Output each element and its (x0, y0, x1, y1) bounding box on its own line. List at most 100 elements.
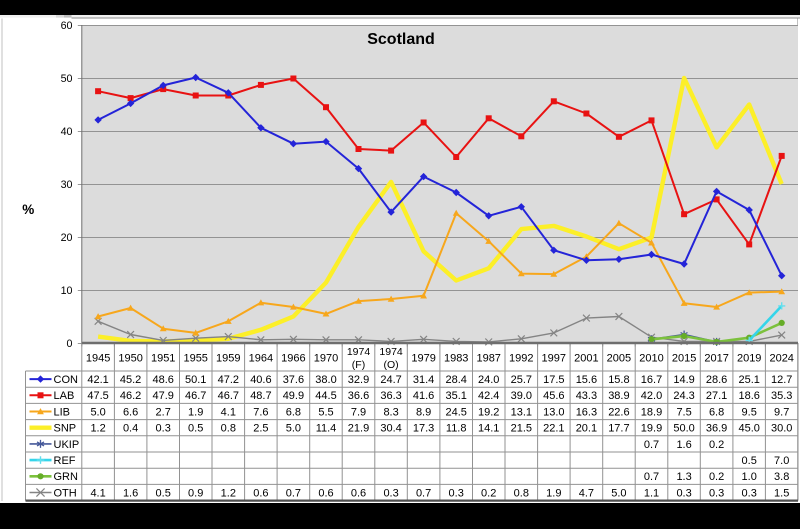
svg-text:1.6: 1.6 (676, 439, 691, 451)
svg-text:19.9: 19.9 (641, 423, 662, 435)
svg-text:2001: 2001 (574, 352, 598, 364)
svg-text:0.8: 0.8 (514, 487, 529, 499)
svg-text:45.2: 45.2 (120, 374, 141, 386)
svg-text:0.6: 0.6 (253, 487, 268, 499)
svg-text:5.0: 5.0 (286, 423, 301, 435)
svg-text:39.0: 39.0 (511, 390, 532, 402)
svg-text:32.9: 32.9 (348, 374, 369, 386)
svg-text:28.4: 28.4 (445, 374, 466, 386)
svg-text:2010: 2010 (639, 352, 663, 364)
svg-text:47.2: 47.2 (218, 374, 239, 386)
svg-text:0.7: 0.7 (286, 487, 301, 499)
svg-text:38.9: 38.9 (608, 390, 629, 402)
svg-text:15.8: 15.8 (608, 374, 629, 386)
svg-text:11.4: 11.4 (316, 423, 337, 435)
svg-text:46.2: 46.2 (120, 390, 141, 402)
svg-text:40.6: 40.6 (250, 374, 271, 386)
svg-text:50.0: 50.0 (673, 423, 694, 435)
svg-text:47.9: 47.9 (152, 390, 173, 402)
svg-text:41.6: 41.6 (413, 390, 434, 402)
svg-text:1987: 1987 (476, 352, 500, 364)
svg-text:2.5: 2.5 (253, 423, 268, 435)
svg-text:1955: 1955 (183, 352, 207, 364)
svg-text:0.3: 0.3 (156, 423, 171, 435)
svg-text:1974: 1974 (347, 346, 371, 358)
svg-text:1.3: 1.3 (676, 471, 691, 483)
svg-text:Scotland: Scotland (367, 31, 435, 48)
svg-text:1.5: 1.5 (774, 487, 789, 499)
svg-text:LAB: LAB (54, 390, 75, 402)
svg-text:0.6: 0.6 (351, 487, 366, 499)
svg-text:18.9: 18.9 (641, 406, 662, 418)
svg-text:45.6: 45.6 (543, 390, 564, 402)
svg-text:48.6: 48.6 (152, 374, 173, 386)
svg-text:1970: 1970 (314, 352, 338, 364)
svg-text:25.7: 25.7 (511, 374, 532, 386)
svg-text:22.1: 22.1 (543, 423, 564, 435)
svg-text:27.1: 27.1 (706, 390, 727, 402)
svg-text:13.1: 13.1 (511, 406, 532, 418)
svg-text:UKIP: UKIP (54, 439, 80, 451)
svg-text:22.6: 22.6 (608, 406, 629, 418)
svg-text:3.8: 3.8 (774, 471, 789, 483)
svg-text:0.7: 0.7 (644, 439, 659, 451)
svg-text:0.2: 0.2 (481, 487, 496, 499)
svg-text:LIB: LIB (54, 406, 71, 418)
svg-text:0.3: 0.3 (449, 487, 464, 499)
svg-text:5.0: 5.0 (611, 487, 626, 499)
svg-text:1983: 1983 (444, 352, 468, 364)
svg-text:25.1: 25.1 (738, 374, 759, 386)
svg-text:50: 50 (61, 73, 73, 85)
svg-text:50.1: 50.1 (185, 374, 206, 386)
svg-text:1.2: 1.2 (221, 487, 236, 499)
svg-text:0.7: 0.7 (644, 471, 659, 483)
svg-text:21.5: 21.5 (511, 423, 532, 435)
svg-text:24.7: 24.7 (380, 374, 401, 386)
svg-text:36.3: 36.3 (380, 390, 401, 402)
svg-text:47.5: 47.5 (87, 390, 108, 402)
svg-text:9.5: 9.5 (742, 406, 757, 418)
svg-text:0.3: 0.3 (676, 487, 691, 499)
svg-text:49.9: 49.9 (283, 390, 304, 402)
svg-text:0: 0 (67, 338, 73, 350)
svg-text:2015: 2015 (672, 352, 696, 364)
svg-text:1945: 1945 (86, 352, 110, 364)
svg-text:1.2: 1.2 (90, 423, 105, 435)
svg-text:2019: 2019 (737, 352, 761, 364)
svg-text:(F): (F) (352, 359, 365, 371)
svg-text:6.8: 6.8 (286, 406, 301, 418)
svg-text:10: 10 (61, 285, 73, 297)
svg-text:2.7: 2.7 (156, 406, 171, 418)
svg-text:6.6: 6.6 (123, 406, 138, 418)
svg-text:7.9: 7.9 (351, 406, 366, 418)
svg-text:4.1: 4.1 (221, 406, 236, 418)
svg-text:0.6: 0.6 (318, 487, 333, 499)
svg-text:13.0: 13.0 (543, 406, 564, 418)
svg-text:%: % (22, 202, 34, 217)
svg-text:1950: 1950 (118, 352, 142, 364)
svg-text:0.9: 0.9 (188, 487, 203, 499)
svg-text:8.3: 8.3 (383, 406, 398, 418)
svg-text:31.4: 31.4 (413, 374, 434, 386)
svg-text:37.6: 37.6 (283, 374, 304, 386)
svg-text:0.5: 0.5 (742, 455, 757, 467)
svg-text:1.9: 1.9 (546, 487, 561, 499)
svg-text:17.5: 17.5 (543, 374, 564, 386)
svg-text:30.0: 30.0 (771, 423, 792, 435)
svg-text:11.8: 11.8 (446, 423, 467, 435)
svg-text:(O): (O) (384, 359, 399, 371)
svg-text:7.6: 7.6 (253, 406, 268, 418)
svg-text:1974: 1974 (379, 346, 403, 358)
svg-text:12.7: 12.7 (771, 374, 792, 386)
svg-text:0.3: 0.3 (383, 487, 398, 499)
svg-text:24.5: 24.5 (445, 406, 466, 418)
svg-text:19.2: 19.2 (478, 406, 499, 418)
svg-text:18.6: 18.6 (738, 390, 759, 402)
svg-text:9.7: 9.7 (774, 406, 789, 418)
svg-text:SNP: SNP (54, 423, 77, 435)
svg-text:24.3: 24.3 (673, 390, 694, 402)
svg-text:17.3: 17.3 (413, 423, 434, 435)
svg-text:1.6: 1.6 (123, 487, 138, 499)
svg-text:21.9: 21.9 (348, 423, 369, 435)
svg-text:14.9: 14.9 (673, 374, 694, 386)
